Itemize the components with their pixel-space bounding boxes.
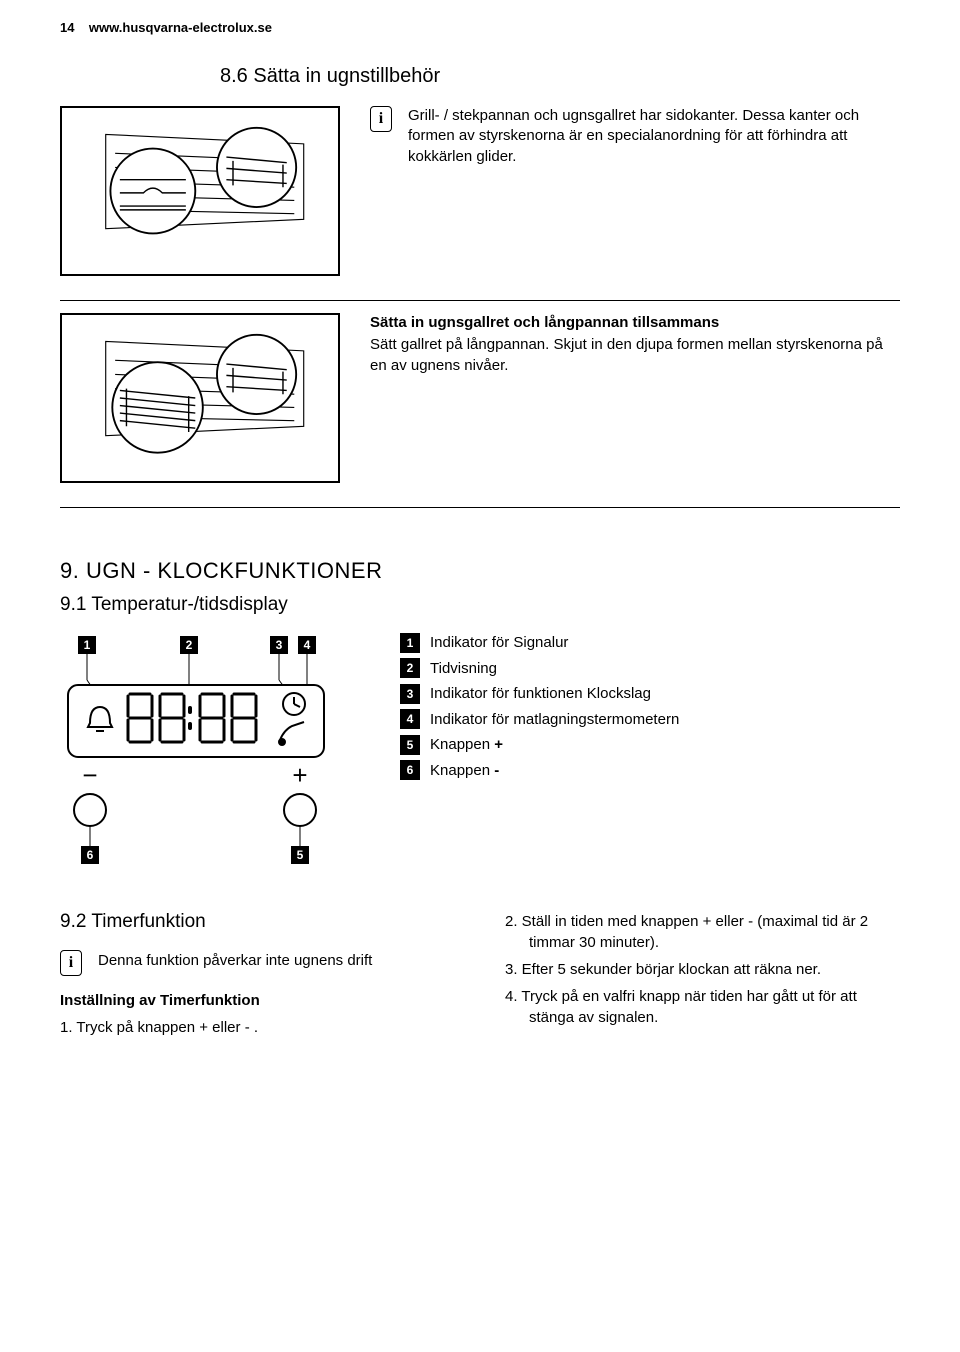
badge-6: 6 <box>400 760 420 780</box>
steps-left: 1. Tryck på knappen + eller - . <box>60 1017 455 1038</box>
svg-text:3: 3 <box>276 638 283 652</box>
legend-item-6: 6 Knappen - <box>400 758 679 784</box>
info-icon: i <box>370 106 392 132</box>
steps-right: 2. Ställ in tiden med knappen + eller - … <box>505 911 900 1028</box>
sub-91-title: 9.1 Temperatur-/tidsdisplay <box>60 594 900 616</box>
col-left: 9.2 Timerfunktion i Denna funktion påver… <box>60 905 455 1044</box>
site-url: www.husqvarna-electrolux.se <box>89 20 272 35</box>
sub-92-title: 9.2 Timerfunktion <box>60 909 455 936</box>
badge-1: 1 <box>400 633 420 653</box>
legend-item-5: 5 Knappen + <box>400 732 679 758</box>
display-svg: 1 2 3 4 <box>60 630 360 870</box>
legend-2-text: Tidvisning <box>430 656 497 682</box>
page-header: 14 www.husqvarna-electrolux.se <box>60 20 900 35</box>
oven-illustration-1-svg <box>68 114 332 268</box>
svg-text:5: 5 <box>297 848 304 862</box>
col-right: 2. Ställ in tiden med knappen + eller - … <box>505 905 900 1044</box>
display-figure: 1 2 3 4 <box>60 630 360 875</box>
legend-3-text: Indikator för funktionen Klockslag <box>430 681 651 707</box>
page-number: 14 <box>60 20 74 35</box>
legend-1-text: Indikator för Signalur <box>430 630 568 656</box>
info-block-2: Sätta in ugnsgallret och långpannan till… <box>370 313 900 483</box>
step-4: 4. Tryck på en valfri knapp när tiden ha… <box>505 986 900 1028</box>
badge-5: 5 <box>400 735 420 755</box>
info-block-1: i Grill- / stekpannan och ugnsgallret ha… <box>370 106 900 276</box>
info-92-row: i Denna funktion påverkar inte ugnens dr… <box>60 950 455 976</box>
step-3: 3. Efter 5 sekunder börjar klockan att r… <box>505 959 900 980</box>
step-1: 1. Tryck på knappen + eller - . <box>60 1017 455 1038</box>
svg-text:4: 4 <box>304 638 311 652</box>
step-2: 2. Ställ in tiden med knappen + eller - … <box>505 911 900 953</box>
svg-text:2: 2 <box>186 638 193 652</box>
svg-text:1: 1 <box>84 638 91 652</box>
badge-2: 2 <box>400 658 420 678</box>
figure-oven-rack-1 <box>60 106 340 276</box>
section-86-title: 8.6 Sätta in ugnstillbehör <box>60 65 900 88</box>
badge-4: 4 <box>400 709 420 729</box>
bottom-columns: 9.2 Timerfunktion i Denna funktion påver… <box>60 905 900 1044</box>
legend-4-text: Indikator för matlagningstermometern <box>430 707 679 733</box>
info-92-text: Denna funktion påverkar inte ugnens drif… <box>98 950 455 971</box>
section-9-title: 9. UGN - KLOCKFUNKTIONER <box>60 558 900 584</box>
legend-6-text: Knappen - <box>430 758 499 784</box>
oven-illustration-2-svg <box>68 321 332 475</box>
row-figure-2: Sätta in ugnsgallret och långpannan till… <box>60 313 900 483</box>
legend-item-1: 1 Indikator för Signalur <box>400 630 679 656</box>
svg-text:6: 6 <box>87 848 94 862</box>
divider-2 <box>60 507 900 508</box>
legend-item-3: 3 Indikator för funktionen Klockslag <box>400 681 679 707</box>
display-row: 1 2 3 4 <box>60 630 900 875</box>
legend-item-2: 2 Tidvisning <box>400 656 679 682</box>
block2-text: Sätt gallret på långpannan. Skjut in den… <box>370 335 900 376</box>
svg-text:+: + <box>292 760 307 790</box>
figure-oven-rack-2 <box>60 313 340 483</box>
info-icon-2: i <box>60 950 82 976</box>
legend-list: 1 Indikator för Signalur 2 Tidvisning 3 Ind… <box>400 630 679 783</box>
legend-item-4: 4 Indikator för matlagningstermometern <box>400 707 679 733</box>
svg-text:−: − <box>82 760 97 790</box>
badge-3: 3 <box>400 684 420 704</box>
row-figure-1: i Grill- / stekpannan och ugnsgallret ha… <box>60 106 900 276</box>
setting-title: Inställning av Timerfunktion <box>60 990 455 1011</box>
block2-title: Sätta in ugnsgallret och långpannan till… <box>370 313 900 333</box>
divider-1 <box>60 300 900 301</box>
legend-5-text: Knappen + <box>430 732 503 758</box>
info-text-1: Grill- / stekpannan och ugnsgallret har … <box>408 106 900 167</box>
